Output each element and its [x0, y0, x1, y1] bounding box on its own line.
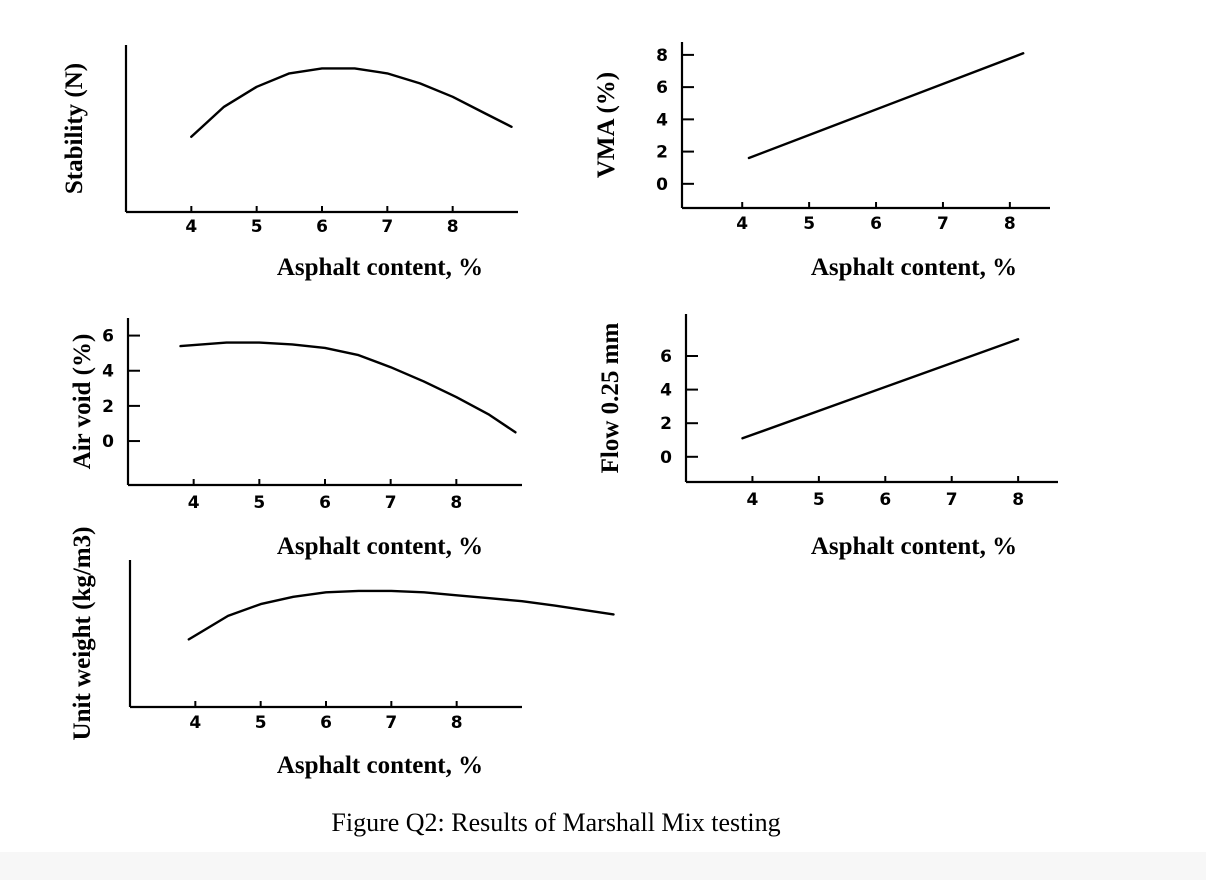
- x-tick-label: 8: [451, 713, 463, 733]
- x-tick-label: 6: [316, 217, 328, 237]
- x-tick-label: 4: [736, 214, 748, 234]
- y-tick-label: 4: [102, 362, 114, 382]
- y-tick-label: 0: [660, 448, 672, 468]
- x-axis-label: Asphalt content, %: [811, 254, 1017, 281]
- x-axis-label: Asphalt content, %: [277, 533, 483, 560]
- x-tick-label: 6: [320, 713, 332, 733]
- series-line-vma: [747, 52, 1025, 160]
- y-tick-label: 2: [660, 414, 672, 434]
- series-line-air-void: [179, 341, 517, 434]
- y-tick-label: 2: [656, 143, 668, 163]
- series-line-unit-weight: [187, 589, 615, 641]
- y-tick-label: 4: [660, 381, 672, 401]
- x-tick-label: 7: [937, 214, 949, 234]
- chart-air-void: 4 5 6 7 8 0 2 4 6 Air void (%) Asphalt content, %: [69, 318, 522, 560]
- x-tick-label: 7: [946, 490, 958, 510]
- y-axis-label: Flow 0.25 mm: [597, 322, 624, 473]
- series-line-stability: [190, 67, 513, 138]
- chart-unit-weight: 4 5 6 7 8 Unit weight (kg/m3) Asphalt content,…: [69, 527, 615, 779]
- y-axis-label: VMA (%): [593, 72, 620, 178]
- y-axis-label: Stability (N): [61, 63, 88, 194]
- x-tick-label: 7: [385, 493, 397, 513]
- y-tick-label: 8: [656, 46, 668, 66]
- x-tick-label: 5: [255, 713, 267, 733]
- x-axis-label: Asphalt content, %: [811, 533, 1017, 560]
- x-tick-label: 8: [1012, 490, 1024, 510]
- x-tick-label: 4: [189, 713, 201, 733]
- x-tick-label: 8: [1004, 214, 1016, 234]
- x-tick-label: 4: [185, 217, 197, 237]
- y-axis-label: Air void (%): [69, 334, 96, 470]
- x-tick-label: 6: [879, 490, 891, 510]
- bottom-band: [0, 852, 1206, 880]
- x-tick-label: 5: [253, 493, 265, 513]
- x-tick-label: 7: [381, 217, 393, 237]
- chart-flow: 4 5 6 7 8 0 2 4 6 Flow 0.25 mm Asphalt content, %: [597, 314, 1058, 560]
- y-axis-label: Unit weight (kg/m3): [69, 527, 96, 741]
- chart-stability: 4 5 6 7 8 Stability (N) Asphalt content, %: [61, 45, 518, 281]
- x-tick-label: 6: [870, 214, 882, 234]
- series-line-flow: [741, 338, 1020, 440]
- x-tick-label: 5: [251, 217, 263, 237]
- y-tick-label: 0: [102, 432, 114, 452]
- y-tick-label: 2: [102, 397, 114, 417]
- x-axis-label: Asphalt content, %: [277, 752, 483, 779]
- y-tick-label: 6: [656, 78, 668, 98]
- x-tick-label: 4: [747, 490, 759, 510]
- x-tick-label: 8: [447, 217, 459, 237]
- x-tick-label: 5: [813, 490, 825, 510]
- y-tick-label: 6: [102, 327, 114, 347]
- y-tick-label: 4: [656, 110, 668, 130]
- x-tick-label: 8: [450, 493, 462, 513]
- x-tick-label: 7: [385, 713, 397, 733]
- x-axis-label: Asphalt content, %: [277, 254, 483, 281]
- x-tick-label: 5: [803, 214, 815, 234]
- x-tick-label: 4: [188, 493, 200, 513]
- y-tick-label: 0: [656, 175, 668, 195]
- figure-caption: Figure Q2: Results of Marshall Mix testi…: [331, 808, 781, 837]
- y-tick-label: 6: [660, 347, 672, 367]
- chart-vma: 4 5 6 7 8 0 2 4 6 8 VMA (%) Asphalt content, %: [593, 42, 1050, 281]
- x-tick-label: 6: [319, 493, 331, 513]
